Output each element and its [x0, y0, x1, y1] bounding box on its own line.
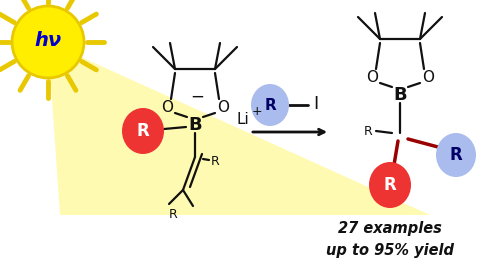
Text: O: O: [422, 69, 434, 85]
Text: R: R: [264, 97, 276, 113]
Text: Li: Li: [237, 111, 250, 127]
Text: R: R: [168, 207, 177, 221]
Circle shape: [12, 6, 84, 78]
Ellipse shape: [251, 84, 289, 126]
Polygon shape: [48, 42, 430, 215]
Text: 27 examples: 27 examples: [338, 221, 442, 235]
Text: +: +: [252, 104, 262, 118]
Text: B: B: [393, 86, 407, 104]
Ellipse shape: [122, 108, 164, 154]
Text: O: O: [161, 99, 173, 115]
Text: O: O: [366, 69, 378, 85]
Ellipse shape: [369, 162, 411, 208]
Ellipse shape: [436, 133, 476, 177]
Text: R: R: [450, 146, 462, 164]
Text: O: O: [217, 99, 229, 115]
Text: R: R: [364, 125, 372, 137]
Text: R: R: [136, 122, 149, 140]
Text: R: R: [210, 155, 220, 167]
Text: B: B: [188, 116, 202, 134]
Text: I: I: [314, 95, 318, 113]
Text: R: R: [384, 176, 396, 194]
Text: up to 95% yield: up to 95% yield: [326, 242, 454, 258]
Text: −: −: [190, 88, 204, 106]
Text: hν: hν: [34, 31, 62, 50]
